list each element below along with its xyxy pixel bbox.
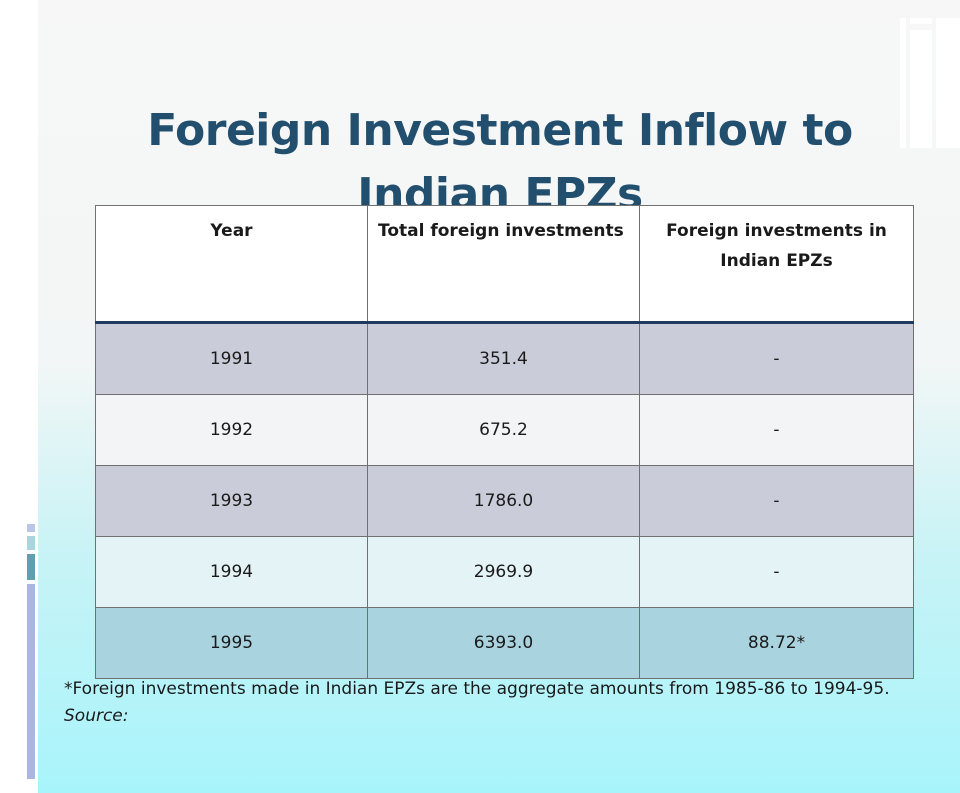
table-row: 1992 675.2 -: [95, 394, 914, 466]
table-header-row: Year Total foreign investments Foreign i…: [95, 205, 914, 324]
table-row: 1995 6393.0 88.72*: [95, 607, 914, 679]
cell-year: 1993: [95, 465, 368, 537]
slide-title: Foreign Investment Inflow to Indian EPZs: [147, 105, 853, 221]
cell-epz: 88.72*: [639, 607, 914, 679]
table-row: 1991 351.4 -: [95, 322, 914, 395]
left-edge-decoration: [27, 524, 35, 779]
cell-epz: -: [639, 465, 914, 537]
cell-year: 1994: [95, 536, 368, 608]
footnote-text: *Foreign investments made in Indian EPZs…: [64, 679, 890, 699]
investment-table: Year Total foreign investments Foreign i…: [95, 205, 914, 679]
cell-total: 351.4: [367, 322, 640, 395]
header-epz-investments: Foreign investments in Indian EPZs: [639, 205, 914, 324]
cell-year: 1991: [95, 322, 368, 395]
header-year: Year: [95, 205, 368, 324]
footnote: *Foreign investments made in Indian EPZs…: [64, 676, 924, 730]
table-row: 1993 1786.0 -: [95, 465, 914, 537]
cell-total: 6393.0: [367, 607, 640, 679]
cell-total: 1786.0: [367, 465, 640, 537]
corner-decoration: [900, 0, 960, 160]
cell-year: 1995: [95, 607, 368, 679]
source-label: Source:: [64, 706, 129, 726]
cell-epz: -: [639, 322, 914, 395]
cell-epz: -: [639, 536, 914, 608]
cell-year: 1992: [95, 394, 368, 466]
cell-total: 675.2: [367, 394, 640, 466]
table-row: 1994 2969.9 -: [95, 536, 914, 608]
cell-epz: -: [639, 394, 914, 466]
header-total-foreign-investments: Total foreign investments: [367, 205, 640, 324]
cell-total: 2969.9: [367, 536, 640, 608]
